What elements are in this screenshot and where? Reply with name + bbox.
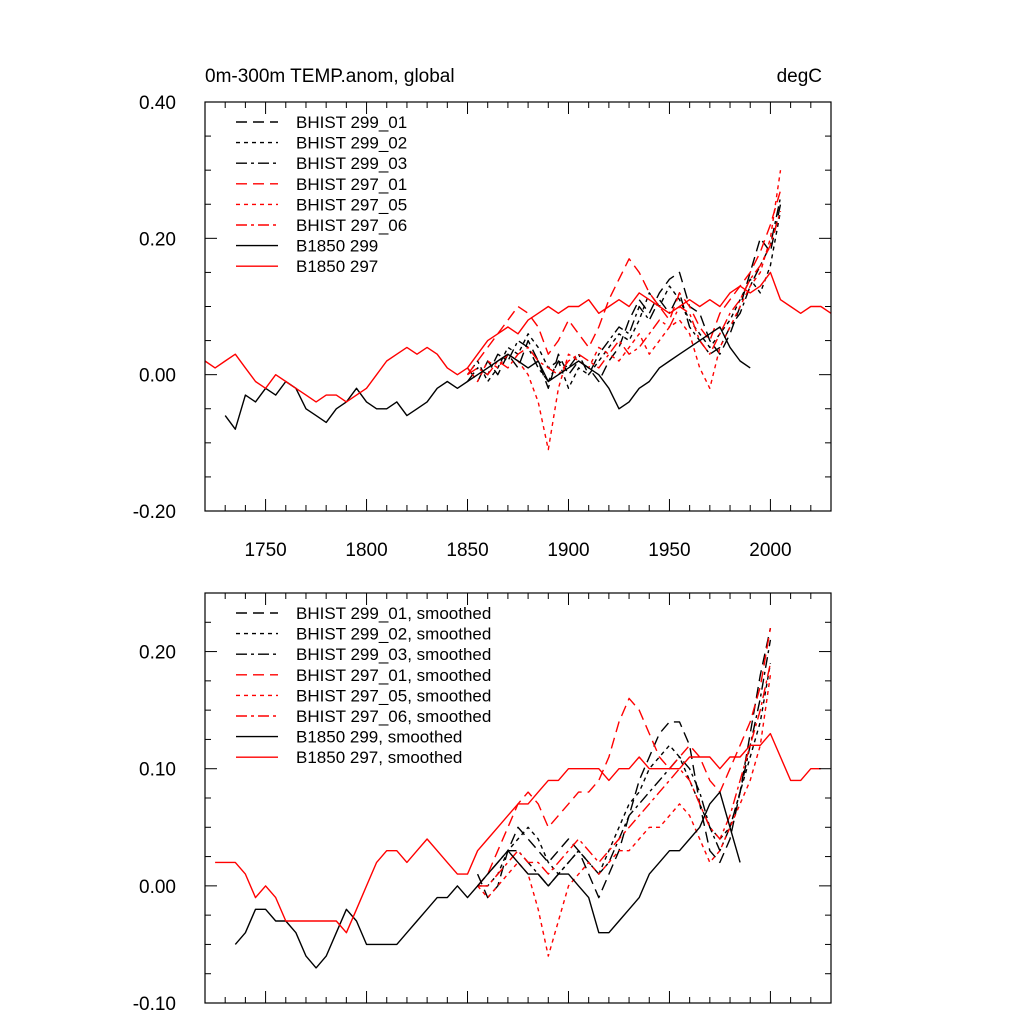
x-tick-label: 1850 — [446, 540, 488, 561]
top-panel-title: 0m-300m TEMP.anom, global — [205, 66, 455, 87]
y-tick-label: 0.00 — [139, 366, 176, 387]
bottom-legend-label: BHIST 297_01, smoothed — [296, 666, 491, 685]
top-series-line-4 — [466, 170, 782, 451]
top-series-line-6 — [224, 326, 751, 430]
x-tick-label: 1900 — [547, 540, 589, 561]
top-panel-units: degC — [777, 66, 822, 87]
bottom-series-line-3 — [477, 627, 772, 887]
top-axis-ticks: 1750 1800 1850 1900 1950 2000 -0.20 0.00 0.20 0.4… — [133, 93, 831, 561]
bottom-panel: -0.10 0.00 0.10 0.20 BHIST 299_01, smoothed… — [133, 592, 832, 1015]
top-series-line-3 — [466, 190, 782, 376]
top-legend-label: BHIST 297_01 — [296, 175, 407, 194]
bottom-series-line-0 — [476, 627, 772, 899]
bottom-axis-ticks: -0.10 0.00 0.10 0.20 — [133, 592, 831, 1015]
bottom-series-group — [215, 627, 821, 969]
top-legend-label: BHIST 299_02 — [296, 134, 407, 153]
top-series-line-5 — [467, 210, 782, 376]
top-legend-label: BHIST 299_01 — [296, 113, 407, 132]
y-tick-label: 0.20 — [139, 643, 176, 664]
top-series-line-7 — [204, 271, 832, 403]
top-legend-label: B1850 299 — [296, 237, 378, 256]
top-legend-label: B1850 297 — [296, 257, 378, 276]
bottom-series-line-6 — [234, 791, 741, 969]
bottom-legend-label: BHIST 299_03, smoothed — [296, 645, 491, 664]
y-tick-label: -0.20 — [133, 502, 176, 523]
top-legend-label: BHIST 299_03 — [296, 154, 407, 173]
y-tick-label: 0.10 — [139, 760, 176, 781]
bottom-legend-label: B1850 297, smoothed — [296, 748, 462, 767]
y-tick-label: 0.40 — [139, 93, 176, 114]
x-tick-label: 1950 — [648, 540, 690, 561]
bottom-legend-label: BHIST 297_06, smoothed — [296, 707, 491, 726]
top-legend-label: BHIST 297_05 — [296, 195, 407, 214]
x-tick-label: 2000 — [749, 540, 791, 561]
y-tick-label: 0.00 — [139, 877, 176, 898]
x-tick-label: 1750 — [244, 540, 286, 561]
bottom-legend-label: BHIST 297_05, smoothed — [296, 686, 491, 705]
bottom-legend-label: BHIST 299_01, smoothed — [296, 604, 491, 623]
top-series-line-0 — [466, 204, 782, 389]
top-series-line-1 — [466, 210, 782, 389]
top-legend-label: BHIST 297_06 — [296, 216, 407, 235]
y-tick-label: 0.20 — [139, 229, 176, 250]
top-series-group — [204, 170, 832, 451]
bottom-series-line-7 — [215, 732, 821, 934]
bottom-series-line-5 — [477, 663, 772, 887]
bottom-legend-label: BHIST 299_02, smoothed — [296, 625, 491, 644]
x-tick-label: 1800 — [345, 540, 387, 561]
bottom-series-line-1 — [477, 663, 772, 887]
y-tick-label: -0.10 — [133, 994, 176, 1015]
top-panel: 0m-300m TEMP.anom, global degC 1750 1800 1… — [133, 66, 832, 561]
bottom-legend-label: B1850 299, smoothed — [296, 728, 462, 747]
bottom-series-line-2 — [477, 639, 772, 887]
bottom-legend: BHIST 299_01, smoothed BHIST 299_02, smoo… — [236, 604, 491, 767]
